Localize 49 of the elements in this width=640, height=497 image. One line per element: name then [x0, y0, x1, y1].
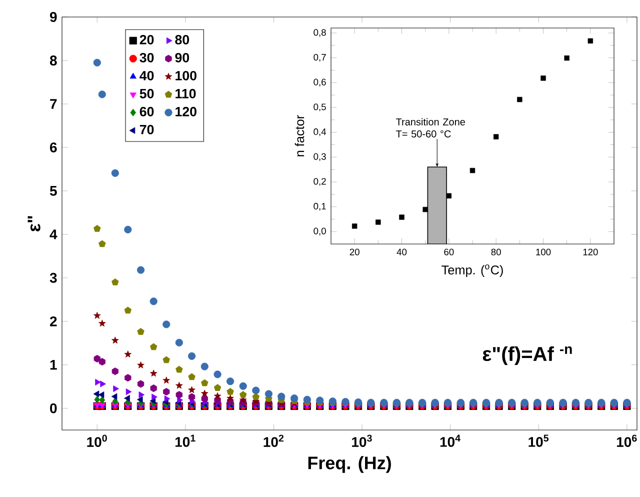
x-tick-label: 100 — [536, 248, 551, 256]
legend-label: 30 — [140, 52, 154, 62]
y-tick-label: 0,5 — [314, 104, 326, 112]
x-tick-label: 120 — [583, 248, 598, 256]
annotation: ε"(f)=Af $^{-n}$ — [482, 346, 572, 365]
legend-label: 110 — [176, 88, 196, 98]
legend-label: 20 — [140, 34, 154, 44]
y-axis-title: n factor — [294, 115, 304, 156]
y-tick-label: 7 — [50, 99, 57, 109]
y-axis-title: ε" — [28, 216, 40, 232]
x-tick-label: 10$^{2}$ — [264, 434, 284, 447]
x-tick-label: 80 — [491, 248, 501, 256]
x-tick-label: 10$^{3}$ — [352, 434, 372, 447]
legend-label: 90 — [175, 52, 190, 62]
x-axis-title: Temp. ($^{o}$C) — [442, 264, 503, 277]
x-tick-label: 10$^{4}$ — [440, 434, 460, 447]
annotation: Transition Zone T= 50-60 °C — [396, 118, 466, 138]
x-tick-label: 60 — [444, 248, 454, 256]
y-tick-label: 9 — [50, 12, 57, 22]
y-tick-label: 0,3 — [314, 153, 326, 161]
y-tick-label: 0,1 — [314, 202, 326, 211]
x-axis-title: Freq. (Hz) — [308, 456, 391, 473]
y-tick-label: 3 — [50, 272, 57, 283]
x-tick-label: 20 — [350, 248, 360, 256]
x-tick-label: 40 — [396, 248, 407, 256]
y-tick-label: 0,7 — [314, 54, 326, 62]
legend-label: 100 — [176, 70, 196, 80]
y-tick-label: 2 — [50, 316, 57, 326]
x-tick-label: 10$^{5}$ — [528, 434, 549, 447]
y-tick-label: 0,8 — [314, 29, 326, 37]
y-tick-label: 8 — [50, 56, 57, 66]
y-tick-label: 5 — [50, 186, 57, 196]
y-tick-label: 4 — [50, 230, 58, 240]
legend-label: 40 — [140, 70, 154, 80]
x-tick-label: 10$^{0}$ — [87, 434, 107, 447]
y-tick-label: 0,4 — [314, 128, 326, 136]
legend-label: 70 — [140, 124, 154, 134]
y-tick-label: 0 — [50, 403, 57, 414]
x-tick-label: 10$^{1}$ — [175, 434, 196, 447]
y-tick-label: 0,6 — [314, 78, 326, 86]
y-tick-label: 6 — [50, 142, 57, 152]
legend-label: 120 — [176, 106, 196, 116]
y-tick-label: 1 — [50, 360, 57, 370]
legend-label: 50 — [140, 88, 154, 98]
y-tick-label: 0,0 — [314, 228, 326, 236]
legend-label: 60 — [140, 106, 154, 116]
y-tick-label: 0,2 — [314, 178, 326, 186]
legend-label: 80 — [175, 34, 190, 44]
x-tick-label: 10$^{6}$ — [616, 434, 637, 447]
